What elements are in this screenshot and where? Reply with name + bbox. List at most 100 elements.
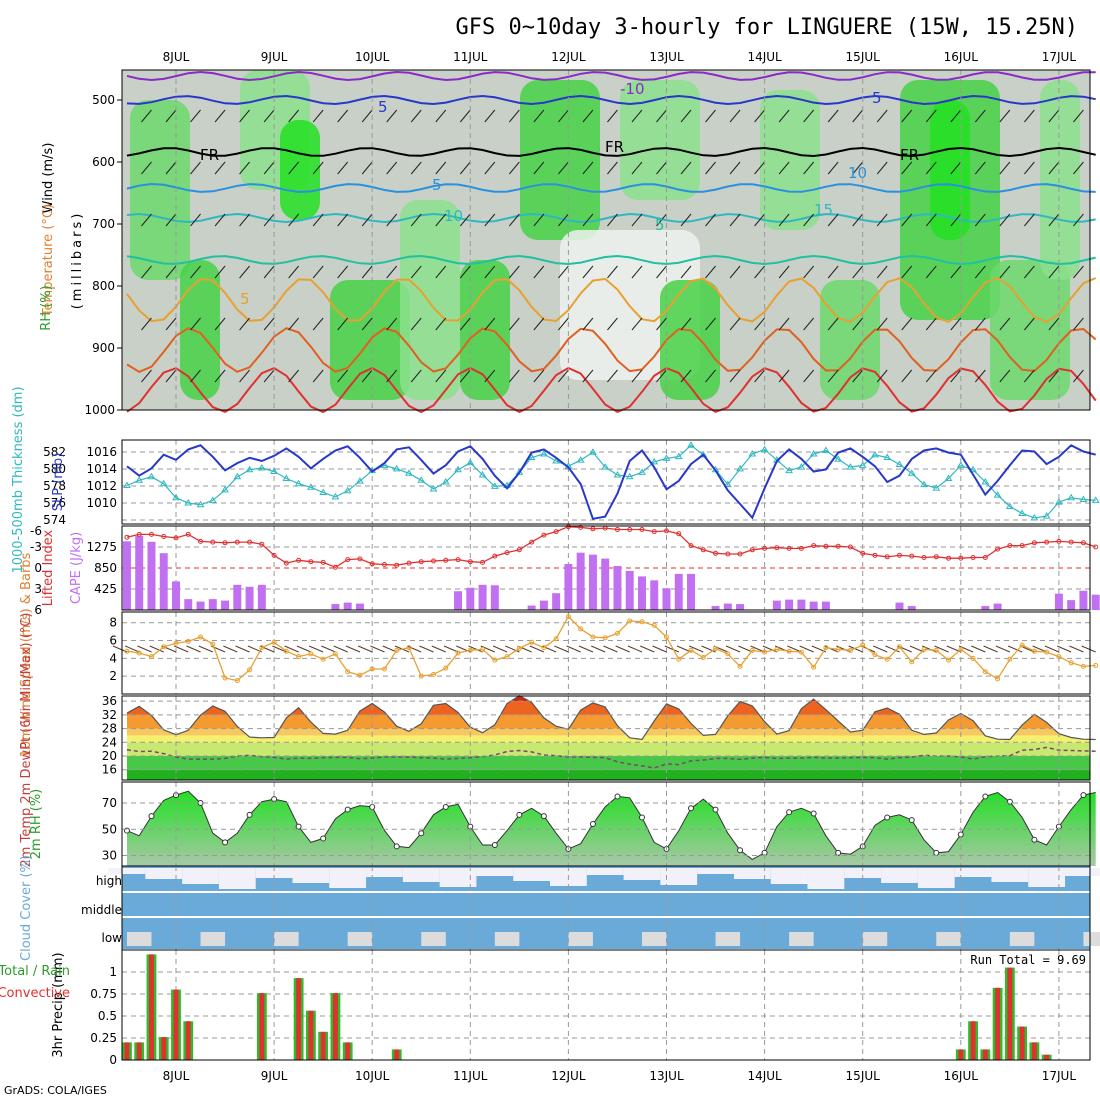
wind10m-point [688, 647, 694, 653]
wind10m-barb [358, 645, 373, 653]
cloud-low-clear [789, 932, 814, 946]
lifted-point [1056, 538, 1062, 544]
wind-barb [165, 161, 177, 175]
rh2m-tick: 50 [102, 822, 117, 836]
wind-barb [705, 369, 716, 383]
wind-barb [288, 161, 300, 175]
wind-barb [214, 369, 226, 383]
cloud-high-clear [145, 868, 183, 879]
temp2m-tick: 20 [102, 749, 117, 763]
thickness-point [490, 482, 499, 489]
wind-barb [582, 109, 594, 123]
day-label-top: 10JUL [355, 50, 390, 64]
wind-barb [582, 161, 594, 175]
wind-barb [558, 213, 569, 227]
ylabel-rh2m: 2m RH (%) [29, 789, 44, 860]
wind-barb [607, 265, 618, 279]
wind-barb [239, 213, 250, 227]
precip-tick: 0.5 [98, 1009, 117, 1023]
lifted-point [639, 527, 645, 532]
wind10m-point [320, 656, 326, 662]
wind-barb [974, 109, 986, 123]
temperature-contour [126, 94, 1096, 106]
cape-bar [159, 553, 168, 610]
wind10m-point [271, 639, 277, 645]
wind-barb [1073, 161, 1084, 175]
wind-barb [607, 213, 618, 227]
lifted-point [749, 547, 755, 553]
cape-bar [552, 593, 561, 610]
thickness-point [539, 450, 548, 457]
cape-bar [1079, 590, 1088, 610]
wind10m-point [884, 656, 890, 662]
day-label-bottom: 9JUL [261, 1069, 288, 1083]
rh2m-tick: 70 [102, 796, 117, 810]
contour-label: 15 [814, 201, 833, 219]
cape-bar [539, 600, 548, 610]
rh2m-point [737, 847, 744, 854]
wind-barb [729, 369, 741, 383]
wind10m-point [332, 651, 338, 657]
wind-barb [288, 213, 300, 227]
cape-bar [196, 601, 205, 610]
wind-barb [705, 317, 716, 331]
wind-barb [999, 109, 1011, 123]
pressure-tick: 900 [92, 341, 115, 355]
wind10m-point [431, 671, 437, 677]
rh2m-point [712, 806, 719, 813]
lifted-point [222, 540, 228, 546]
lifted-point [688, 543, 694, 549]
precip-frame [121, 949, 1091, 1061]
cloud-category-label: middle [81, 903, 122, 917]
wind-barb [680, 369, 692, 383]
wind-barb [876, 109, 888, 123]
cape-bar [613, 566, 622, 610]
cape-bar [821, 601, 830, 610]
lifted-point [884, 554, 890, 560]
wind10m-point [529, 639, 535, 645]
wind-barb [607, 161, 618, 175]
thickness-point [172, 493, 180, 501]
wind10m-point [872, 652, 878, 658]
cape-bar [331, 604, 340, 610]
thickness-point [797, 463, 806, 470]
cape-bar [245, 586, 254, 610]
wind-barb [950, 161, 962, 175]
rh-patch [930, 100, 970, 240]
wind10m-point [614, 630, 620, 636]
lifted-point [247, 539, 253, 545]
lifted-point [823, 543, 829, 549]
wind-barb [754, 109, 765, 123]
wind-barb [361, 317, 373, 331]
wind-barb [435, 265, 447, 279]
wind-barb [705, 109, 716, 123]
wind-barb [312, 369, 324, 383]
wind-barb [239, 161, 250, 175]
day-label-top: 8JUL [163, 50, 190, 64]
wind-barb [410, 109, 422, 123]
wind-barb [288, 109, 300, 123]
lifted-point [946, 555, 952, 561]
lifted-point [308, 559, 314, 565]
wind10m-barb [296, 645, 312, 653]
wind10m-point [394, 647, 400, 653]
wind-barb [337, 317, 349, 331]
precip-convective-bar [1007, 967, 1013, 1060]
wind-barb [435, 161, 447, 175]
thickness-point [307, 483, 315, 490]
wind10m-barb [958, 645, 974, 653]
lifted-point [455, 557, 461, 563]
wind-barb [508, 369, 520, 383]
precip-convective-bar [296, 978, 302, 1060]
wind10m-point [161, 644, 167, 650]
wind10m-point [737, 663, 743, 669]
thickness-point [245, 465, 254, 473]
wind10m-point [578, 626, 584, 632]
wind-barb [190, 317, 201, 331]
wind-barb [288, 369, 300, 383]
lifted-point [210, 539, 216, 545]
wind10m-barb [370, 645, 385, 653]
lifted-point [173, 535, 179, 541]
wind10m-barb [566, 645, 581, 653]
rh2m-point [295, 823, 302, 830]
